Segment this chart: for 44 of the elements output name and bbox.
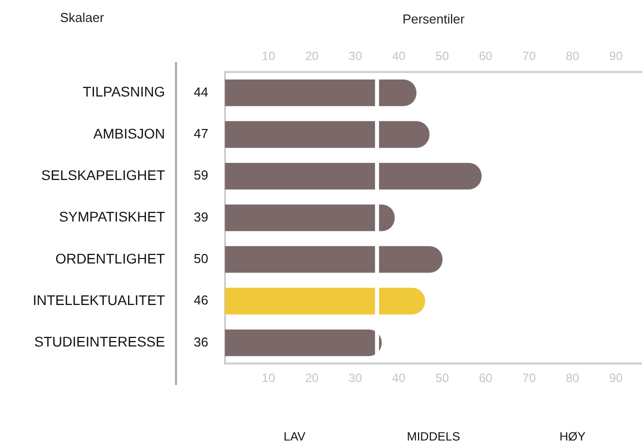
data-label: 59 [194,168,208,183]
y-tick-label: STUDIEINTERESSE [34,334,165,350]
x2-tick-label: 30 [348,371,362,386]
bar [225,121,430,148]
x-tick-label: 90 [609,49,623,64]
text: MIDDELS [406,429,460,444]
bar [225,204,395,232]
x2-axis-title: Persentiler [402,11,466,26]
x-tick-label: 10 [262,49,276,64]
x-tick-label: 80 [566,49,580,64]
data-label: 39 [194,209,208,224]
text: LAV [284,429,306,444]
x2-tick-label: 80 [566,371,580,386]
bar [225,329,382,356]
data-label: 44 [194,84,208,100]
x2-tick-label: 20 [305,371,319,386]
x2-tick-label: 10 [262,371,276,386]
x-tick-label: 70 [522,49,536,64]
x-tick-label: 30 [348,49,362,64]
x2-tick-label: 70 [522,371,536,386]
text: HØY [559,429,586,444]
x2-tick-label: 60 [478,371,493,386]
y-tick-label: ORDENTLIGHET [55,250,166,266]
y-tick-label: AMBISJON [93,125,165,142]
bar [225,80,416,106]
y-tick-label: INTELLEKTUALITET [32,292,166,308]
y-tick-label: SELSKAPELIGHET [41,167,166,183]
x-tick-label: 40 [392,49,406,64]
x2-tick-label: 50 [436,371,450,386]
x-tick-label: 60 [478,49,493,64]
x2-tick-label: 90 [609,371,623,386]
x-tick-label: 50 [436,49,450,64]
bar [225,162,482,190]
data-label: 46 [194,292,208,308]
bar [225,288,426,314]
y-tick-label: SYMPATISKHET [58,208,166,225]
data-label: 50 [194,251,208,266]
y-axis-title: Skalaer [60,10,104,25]
bar [225,246,443,273]
x2-tick-label: 40 [392,371,406,386]
y-tick-label: TILPASNING [82,84,165,100]
x-tick-label: 20 [305,49,319,64]
data-label: 47 [194,126,208,142]
data-label: 36 [194,334,208,350]
